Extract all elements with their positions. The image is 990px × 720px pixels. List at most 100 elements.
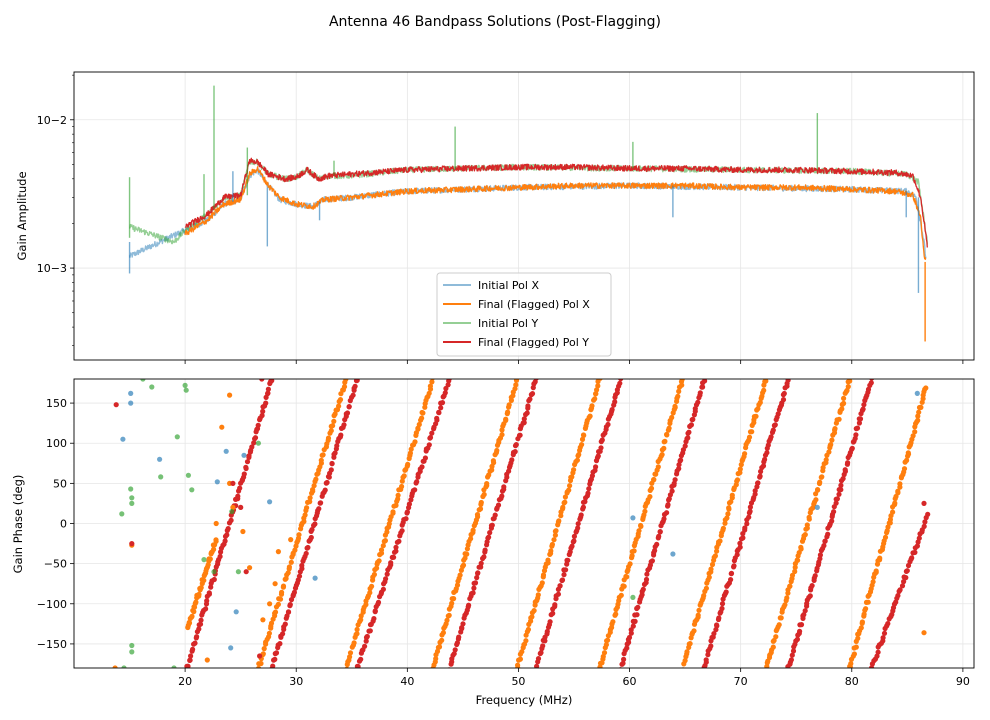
phase-point-final-flagged-pol-x xyxy=(354,631,360,637)
phase-point-final-flagged-pol-y xyxy=(252,435,259,441)
phase-point-final-flagged-pol-y xyxy=(880,635,886,641)
phase-point-final-flagged-pol-y xyxy=(404,509,410,515)
phase-point-final-flagged-pol-y xyxy=(208,584,214,590)
phase-point-final-flagged-pol-x xyxy=(451,596,457,602)
phase-point-final-flagged-pol-y xyxy=(509,457,515,463)
phase-point-final-flagged-pol-x xyxy=(545,557,551,563)
phase-point-final-flagged-pol-x xyxy=(836,416,842,422)
phase-point-final-flagged-pol-x xyxy=(832,426,838,432)
phase-point-final-flagged-pol-y xyxy=(561,572,567,578)
phase-point-final-flagged-pol-y xyxy=(914,543,921,549)
phase-point-final-flagged-pol-x xyxy=(189,613,195,620)
phase-point-final-flagged-pol-x xyxy=(923,385,929,391)
phase-point-final-flagged-pol-x xyxy=(676,388,682,394)
phase-point-final-flagged-pol-y xyxy=(612,399,618,405)
phase-point-final-flagged-pol-x xyxy=(901,466,908,472)
phase-point-final-flagged-pol-y xyxy=(895,593,901,599)
phase-point-final-flagged-pol-y xyxy=(364,633,370,640)
amplitude-plot-area xyxy=(128,85,928,342)
phase-point-final-flagged-pol-x xyxy=(311,483,317,489)
phase-point-final-flagged-pol-y xyxy=(897,587,903,593)
phase-point-final-flagged-pol-x xyxy=(286,564,292,570)
x-tick-label-20: 20 xyxy=(178,675,192,688)
phase-point-final-flagged-pol-y xyxy=(922,519,928,525)
phase-point-final-flagged-pol-y xyxy=(652,548,658,554)
phase-point-final-flagged-pol-x xyxy=(823,457,829,463)
phase-point-final-flagged-pol-y xyxy=(708,643,714,649)
phase-point-final-flagged-pol-y xyxy=(916,535,922,541)
phase-point-final-flagged-pol-y xyxy=(187,657,193,663)
phase-point-final-flagged-pol-y xyxy=(899,583,906,589)
phase-point-final-flagged-pol-x xyxy=(207,556,213,562)
phase-point-final-flagged-pol-y xyxy=(869,379,875,381)
phase-point-final-flagged-pol-y xyxy=(905,562,912,569)
phase-point-final-flagged-pol-y xyxy=(540,643,546,649)
phase-point-final-flagged-pol-y xyxy=(853,432,859,438)
phase-point-final-flagged-pol-y xyxy=(341,422,347,428)
phase-point-final-flagged-pol-y xyxy=(552,602,558,608)
phase-point-final-flagged-pol-y xyxy=(789,652,795,658)
phase-point-final-flagged-pol-y xyxy=(794,636,801,643)
phase-point-final-flagged-pol-x xyxy=(815,487,821,493)
phase-point-final-flagged-pol-y xyxy=(781,390,787,397)
phase-point-final-flagged-pol-x xyxy=(603,642,610,648)
phase-point-final-flagged-pol-y xyxy=(565,557,571,563)
phase-point-final-flagged-pol-x xyxy=(292,547,298,553)
phase-point-final-flagged-pol-x xyxy=(412,439,418,445)
phase-grid xyxy=(74,379,974,668)
phase-point-final-flagged-pol-y xyxy=(243,464,249,470)
phase-point-final-flagged-pol-y xyxy=(257,653,263,659)
phase-point-final-flagged-pol-x xyxy=(921,630,927,636)
phase-point-final-flagged-pol-x xyxy=(486,472,492,478)
phase-plot-area xyxy=(112,379,931,668)
phase-point-initial-pol-y xyxy=(183,387,189,393)
phase-point-final-flagged-pol-y xyxy=(308,534,314,541)
phase-point-final-flagged-pol-y xyxy=(921,523,927,530)
phase-point-final-flagged-pol-y xyxy=(678,457,684,463)
phase-point-final-flagged-pol-x xyxy=(261,646,267,652)
phase-point-final-flagged-pol-y xyxy=(644,571,650,577)
phase-point-final-flagged-pol-y xyxy=(525,403,531,409)
phase-point-final-flagged-pol-x xyxy=(328,428,334,434)
phase-point-final-flagged-pol-y xyxy=(921,500,927,506)
phase-point-final-flagged-pol-x xyxy=(595,383,601,389)
phase-point-final-flagged-pol-x xyxy=(434,648,441,655)
phase-point-final-flagged-pol-y xyxy=(845,460,851,466)
phase-point-initial-pol-x xyxy=(233,609,239,615)
phase-point-final-flagged-pol-y xyxy=(857,416,864,422)
phase-point-final-flagged-pol-x xyxy=(367,590,373,596)
phase-point-final-flagged-pol-y xyxy=(322,487,328,493)
phase-point-final-flagged-pol-x xyxy=(734,477,741,483)
phase-point-final-flagged-pol-y xyxy=(770,427,776,433)
phase-point-final-flagged-pol-y xyxy=(586,486,592,492)
phase-point-final-flagged-pol-y xyxy=(217,553,223,560)
phase-point-final-flagged-pol-x xyxy=(419,415,425,421)
phase-point-final-flagged-pol-x xyxy=(395,492,401,498)
phase-point-final-flagged-pol-y xyxy=(454,640,460,646)
phase-point-initial-pol-x xyxy=(814,504,820,510)
phase-point-final-flagged-pol-x xyxy=(219,424,225,430)
amplitude-y-axis-label: Gain Amplitude xyxy=(15,171,29,260)
phase-point-final-flagged-pol-x xyxy=(525,626,532,633)
phase-point-final-flagged-pol-x xyxy=(712,553,719,559)
phase-point-final-flagged-pol-y xyxy=(406,501,412,507)
phase-point-final-flagged-pol-x xyxy=(436,644,443,650)
phase-point-final-flagged-pol-x xyxy=(918,404,924,410)
phase-point-final-flagged-pol-x xyxy=(494,447,500,454)
phase-point-initial-pol-x xyxy=(128,390,134,396)
phase-point-final-flagged-pol-y xyxy=(265,390,271,396)
phase-point-final-flagged-pol-y xyxy=(669,488,675,494)
phase-point-final-flagged-pol-y xyxy=(834,496,841,502)
phase-point-final-flagged-pol-y xyxy=(318,500,324,506)
phase-point-final-flagged-pol-y xyxy=(270,663,276,668)
phase-point-final-flagged-pol-y xyxy=(255,422,261,428)
phase-point-final-flagged-pol-x xyxy=(675,393,681,399)
amplitude-grid xyxy=(74,72,974,360)
phase-point-final-flagged-pol-x xyxy=(661,445,667,451)
phase-point-final-flagged-pol-x xyxy=(642,508,648,514)
phase-y-tick-label-100: 100 xyxy=(46,437,67,450)
phase-point-final-flagged-pol-x xyxy=(737,466,743,472)
phase-point-final-flagged-pol-y xyxy=(714,622,720,628)
phase-point-final-flagged-pol-y xyxy=(690,416,696,422)
